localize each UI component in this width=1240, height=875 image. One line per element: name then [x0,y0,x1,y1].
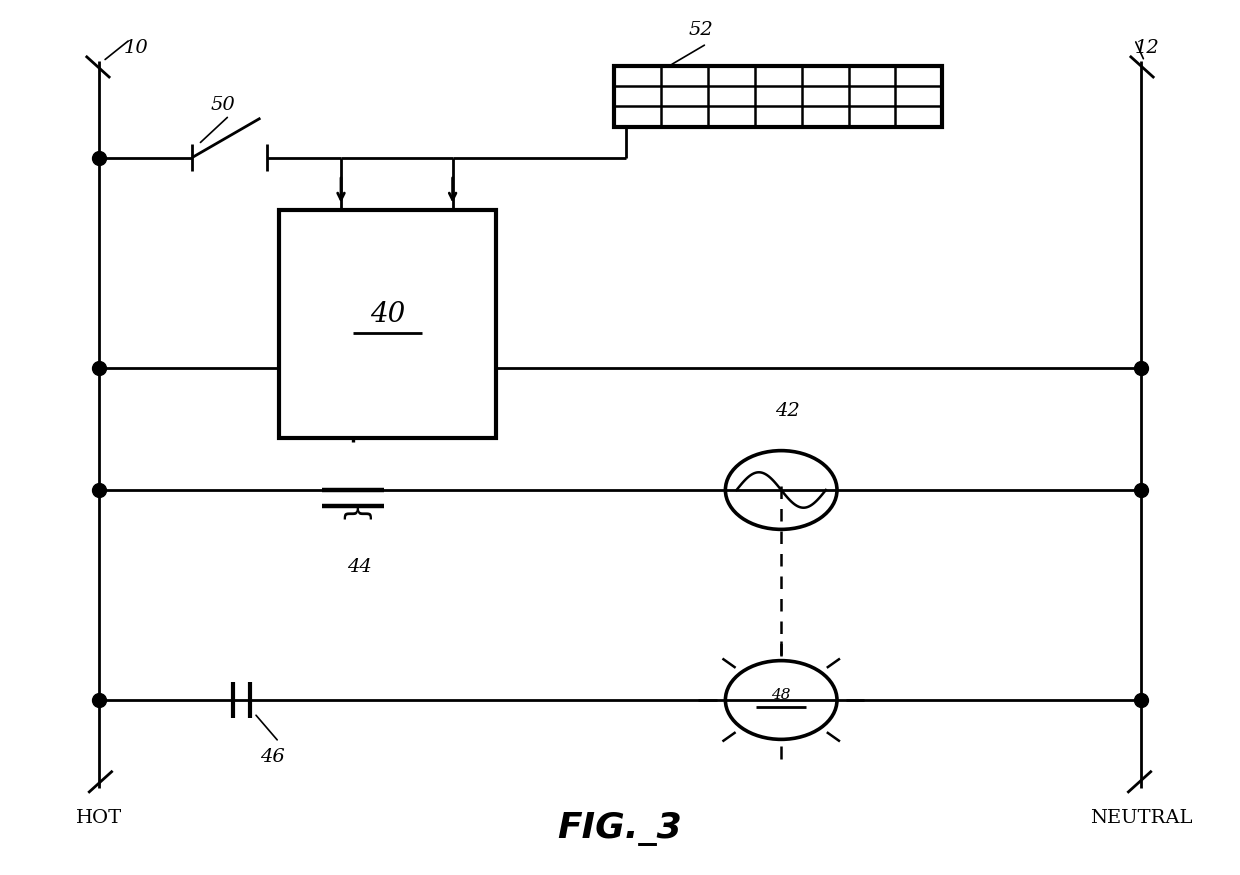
Text: 40: 40 [370,302,405,328]
Point [1131,360,1151,374]
Point [89,150,109,164]
Point [89,693,109,707]
Bar [279,210,496,438]
Text: 44: 44 [347,558,372,577]
Text: 52: 52 [688,21,713,39]
Text: {: { [339,506,368,525]
Text: 48: 48 [771,688,791,702]
Point [1131,693,1151,707]
Text: HOT: HOT [76,809,123,828]
Text: NEUTRAL: NEUTRAL [1090,809,1192,828]
Text: 46: 46 [260,748,285,766]
Text: FIG._3: FIG._3 [558,812,682,846]
Point [89,360,109,374]
Text: 10: 10 [124,38,149,57]
Point [1131,483,1151,497]
Point [89,483,109,497]
Bar [614,66,942,127]
Text: 12: 12 [1135,38,1159,57]
Text: 42: 42 [775,402,800,420]
Text: 50: 50 [211,95,236,114]
